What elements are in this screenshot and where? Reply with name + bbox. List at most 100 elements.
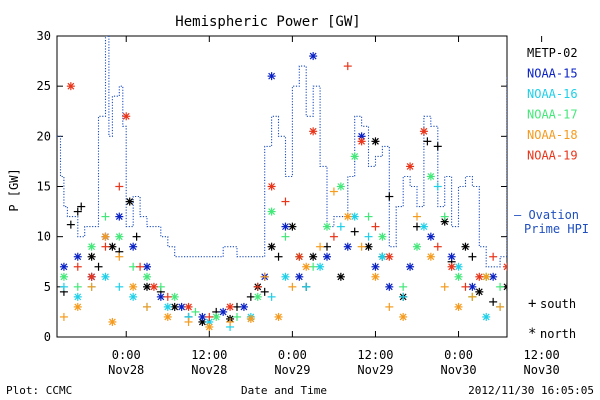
- star-d2: [115, 233, 123, 241]
- marker-noaa-19-south: [343, 62, 352, 71]
- star-d2: [205, 318, 213, 326]
- star-d1: [532, 254, 538, 260]
- star-d2: [482, 273, 490, 281]
- marker-noaa-16-north: [163, 302, 172, 311]
- marker-noaa-18-north: [399, 312, 408, 321]
- marker-noaa-16-south: [399, 292, 408, 301]
- star-d2: [178, 303, 186, 311]
- marker-noaa-15-north: [177, 302, 186, 311]
- marker-noaa-17-north: [510, 303, 518, 311]
- marker-noaa-19-north: [309, 127, 318, 136]
- star-d2: [511, 294, 517, 300]
- x-tick-label-time: 0:00: [444, 348, 473, 362]
- marker-noaa-18-north: [510, 283, 518, 291]
- star-d2: [198, 318, 206, 326]
- y-tick-label: 20: [37, 129, 51, 143]
- star-d2: [441, 218, 449, 226]
- star-d2: [427, 173, 435, 180]
- star-d2: [323, 253, 331, 261]
- star-d1: [539, 284, 545, 290]
- marker-noaa-16-north: [129, 292, 138, 301]
- marker-noaa-15-north: [343, 242, 352, 251]
- marker-metp-02-south: [274, 252, 283, 261]
- marker-noaa-19-south: [205, 312, 214, 321]
- y-tick-label: 25: [37, 79, 51, 93]
- x-tick-label-date: Nov29: [274, 363, 310, 377]
- marker-noaa-15-north: [426, 232, 435, 241]
- marker-metp-02-south: [489, 297, 498, 306]
- marker-noaa-18-north: [163, 312, 172, 321]
- marker-noaa-16-south: [433, 182, 442, 191]
- marker-noaa-18-north: [108, 317, 117, 326]
- star-d2: [358, 132, 366, 140]
- marker-noaa-18-north: [205, 322, 214, 331]
- star-d2: [302, 263, 310, 271]
- marker-metp-02-south: [350, 227, 359, 236]
- legend-symbol-south: +: [528, 296, 536, 312]
- star-d2: [344, 213, 352, 221]
- marker-metp-02-south: [132, 232, 141, 241]
- marker-noaa-18-south: [87, 282, 96, 291]
- legend-ovation-line1: — Ovation: [514, 208, 579, 222]
- marker-metp-02-north: [371, 137, 380, 146]
- marker-noaa-18-south: [551, 278, 559, 286]
- marker-noaa-19-north: [122, 112, 131, 121]
- marker-noaa-16-north: [378, 252, 387, 261]
- marker-metp-02-south: [468, 252, 477, 261]
- star-d2: [532, 254, 538, 260]
- star-d2: [358, 137, 366, 145]
- marker-noaa-16-north: [482, 312, 491, 321]
- star-d2: [552, 173, 558, 179]
- marker-noaa-19-north: [184, 302, 193, 311]
- marker-noaa-15-north: [115, 212, 124, 221]
- marker-noaa-16-south: [59, 282, 68, 291]
- marker-noaa-15-north: [489, 272, 498, 281]
- marker-noaa-19-south: [163, 292, 172, 301]
- star-d1: [503, 283, 507, 288]
- star-d2: [475, 273, 483, 281]
- marker-metp-02-south: [423, 137, 432, 146]
- marker-noaa-15-north: [129, 242, 138, 251]
- star-d2: [420, 223, 428, 231]
- star-d1: [503, 263, 507, 268]
- star-d2: [198, 313, 206, 321]
- marker-noaa-16-north: [316, 262, 325, 271]
- marker-noaa-18-south: [385, 302, 394, 311]
- marker-noaa-17-south: [191, 307, 200, 316]
- star-d2: [102, 233, 109, 241]
- marker-noaa-17-north: [378, 232, 387, 241]
- marker-noaa-16-north: [551, 273, 559, 281]
- marker-metp-02-north: [336, 272, 345, 281]
- marker-noaa-18-south: [226, 317, 235, 326]
- marker-noaa-17-south: [156, 282, 165, 291]
- marker-noaa-18-north: [371, 272, 380, 281]
- marker-noaa-16-north: [101, 272, 110, 281]
- marker-noaa-16-north: [454, 262, 463, 271]
- marker-noaa-17-north: [323, 222, 331, 231]
- star-d2: [489, 273, 497, 281]
- marker-noaa-17-north: [413, 242, 421, 251]
- marker-noaa-18-north: [426, 252, 435, 261]
- marker-noaa-16-north: [281, 272, 290, 281]
- marker-noaa-17-north: [87, 242, 96, 251]
- marker-noaa-19-north: [357, 137, 366, 146]
- marker-noaa-18-north: [538, 283, 546, 291]
- star-d2: [108, 243, 116, 251]
- marker-noaa-17-north: [143, 272, 151, 281]
- marker-noaa-16-north: [73, 292, 82, 301]
- marker-metp-02-south: [77, 202, 86, 211]
- star-d2: [378, 253, 386, 261]
- star-d2: [309, 52, 317, 60]
- star-d2: [406, 263, 414, 271]
- star-d2: [316, 263, 324, 271]
- marker-noaa-18-south: [143, 302, 151, 311]
- star-d2: [309, 253, 317, 261]
- marker-noaa-19-south: [253, 282, 262, 291]
- marker-noaa-15-north: [406, 262, 415, 271]
- marker-noaa-16-north: [350, 212, 359, 221]
- footer-right: 2012/11/30 16:05:05: [468, 384, 594, 397]
- star-d2: [268, 72, 276, 80]
- star-d2: [74, 293, 82, 301]
- star-d2: [455, 263, 462, 271]
- star-d2: [115, 213, 123, 221]
